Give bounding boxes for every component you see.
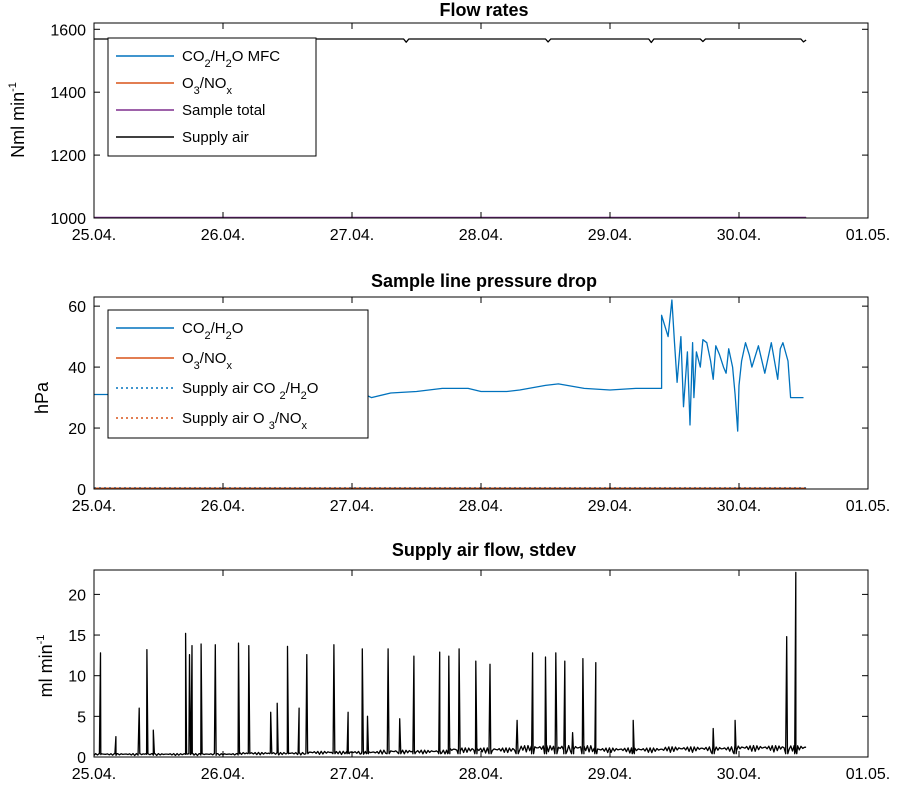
series-line-data <box>94 571 807 757</box>
legend-label: Supply air <box>182 129 249 146</box>
y-tick-label: 1600 <box>50 22 86 39</box>
legend-label: O3/NOx <box>182 350 232 372</box>
legend-text: Supply air O <box>182 410 269 427</box>
series-group <box>94 299 807 489</box>
y-tick-label: 5 <box>77 709 86 726</box>
chart-title: Supply air flow, stdev <box>392 540 576 560</box>
legend-subscript: 3 <box>194 85 200 97</box>
legend-label: CO2/H2O MFC <box>182 48 280 70</box>
x-tick-label: 01.05. <box>846 766 890 783</box>
legend-text: O <box>182 75 194 92</box>
y-tick-label: 1400 <box>50 85 86 102</box>
legend-text: O MFC <box>232 48 280 65</box>
y-tick-label: 60 <box>68 299 86 316</box>
y-axis-label-exponent: -1 <box>7 82 19 92</box>
y-tick-label: 1200 <box>50 148 86 165</box>
legend-text: Sample total <box>182 102 265 119</box>
y-axis-label: Nml min-1 <box>7 82 28 158</box>
x-tick-label: 27.04. <box>330 498 374 515</box>
legend-subscript: 2 <box>280 390 286 402</box>
legend-subscript: x <box>302 420 308 432</box>
legend-label: CO2/H2O <box>182 320 243 342</box>
legend-text: CO <box>182 320 205 337</box>
panel-sample-line-pressure-drop: Sample line pressure drop hPa 25.04. 26.0… <box>32 271 890 515</box>
x-tick-label: 30.04. <box>717 227 761 244</box>
y-axis-label: ml min-1 <box>35 635 56 698</box>
x-tick-label: 28.04. <box>459 498 503 515</box>
legend-subscript: 3 <box>194 360 200 372</box>
legend-subscript: x <box>226 360 232 372</box>
panel-flow-rates: Flow rates Nml min-1 25.04. 26.04. 27.04. 2… <box>7 0 890 244</box>
x-tick-label: 30.04. <box>717 766 761 783</box>
y-tick-label: 10 <box>68 669 86 686</box>
y-tick-label: 0 <box>77 750 86 767</box>
x-tick-label: 26.04. <box>201 766 245 783</box>
legend-subscript: 2 <box>205 330 211 342</box>
legend-subscript: x <box>226 85 232 97</box>
y-axis-label-exponent: -1 <box>35 635 47 645</box>
legend-text: Supply air CO <box>182 380 280 397</box>
legend-text: CO <box>182 48 205 65</box>
legend-text: /H <box>286 380 301 397</box>
legend-subscript: 3 <box>269 420 275 432</box>
legend-text: O <box>307 380 319 397</box>
chart-title: Sample line pressure drop <box>371 271 597 291</box>
legend-text: O <box>232 320 244 337</box>
y-tick-label: 20 <box>68 587 86 604</box>
x-tick-label: 25.04. <box>72 766 116 783</box>
x-tick-label: 30.04. <box>717 498 761 515</box>
plot-area <box>94 570 868 757</box>
series-group <box>94 571 807 757</box>
x-tick-label: 01.05. <box>846 227 890 244</box>
x-tick-label: 27.04. <box>330 766 374 783</box>
legend-text: /NO <box>200 350 227 367</box>
x-tick-label: 25.04. <box>72 227 116 244</box>
legend-text: /NO <box>275 410 302 427</box>
legend-text: /NO <box>200 75 227 92</box>
legend-label: Supply air CO 2/H2O <box>182 380 318 402</box>
legend-box <box>107 309 369 439</box>
y-tick-label: 15 <box>68 628 86 645</box>
x-tick-label: 25.04. <box>72 498 116 515</box>
x-tick-label: 26.04. <box>201 227 245 244</box>
x-tick-label: 01.05. <box>846 498 890 515</box>
legend-subscript: 2 <box>226 58 232 70</box>
legend-text: /H <box>211 48 226 65</box>
legend-label: O3/NOx <box>182 75 232 97</box>
legend-subscript: 2 <box>226 330 232 342</box>
y-tick-label: 40 <box>68 360 86 377</box>
y-tick-label: 20 <box>68 421 86 438</box>
y-axis-label-text: Nml min <box>8 92 28 158</box>
panel-supply-air-flow-stdev: Supply air flow, stdev ml min-1 25.04. 26… <box>35 540 890 783</box>
x-tick-label: 26.04. <box>201 498 245 515</box>
x-tick-label: 29.04. <box>588 227 632 244</box>
x-tick-label: 29.04. <box>588 498 632 515</box>
legend-text: O <box>182 350 194 367</box>
x-tick-label: 28.04. <box>459 766 503 783</box>
y-tick-label: 1000 <box>50 211 86 228</box>
x-tick-label: 29.04. <box>588 766 632 783</box>
y-tick-label: 0 <box>77 482 86 499</box>
x-tick-label: 28.04. <box>459 227 503 244</box>
legend-subscript: 2 <box>205 58 211 70</box>
y-axis-label: hPa <box>32 381 52 414</box>
legend-label: Supply air O 3/NOx <box>182 410 308 432</box>
legend-text: Supply air <box>182 129 249 146</box>
chart-title: Flow rates <box>439 0 528 20</box>
legend-subscript: 2 <box>301 390 307 402</box>
legend-label: Sample total <box>182 102 265 119</box>
series-line-co2-h2o <box>94 299 804 432</box>
y-axis-label-text: ml min <box>36 644 56 697</box>
x-tick-label: 27.04. <box>330 227 374 244</box>
legend-text: /H <box>211 320 226 337</box>
